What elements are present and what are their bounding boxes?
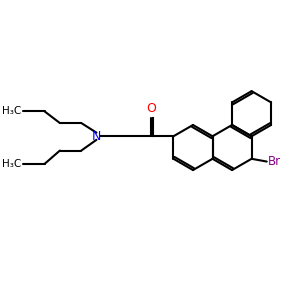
Text: H₃C: H₃C xyxy=(2,106,21,116)
Text: Br: Br xyxy=(268,155,281,168)
Text: H₃C: H₃C xyxy=(2,159,21,169)
Text: O: O xyxy=(146,102,156,115)
Text: N: N xyxy=(92,130,101,143)
